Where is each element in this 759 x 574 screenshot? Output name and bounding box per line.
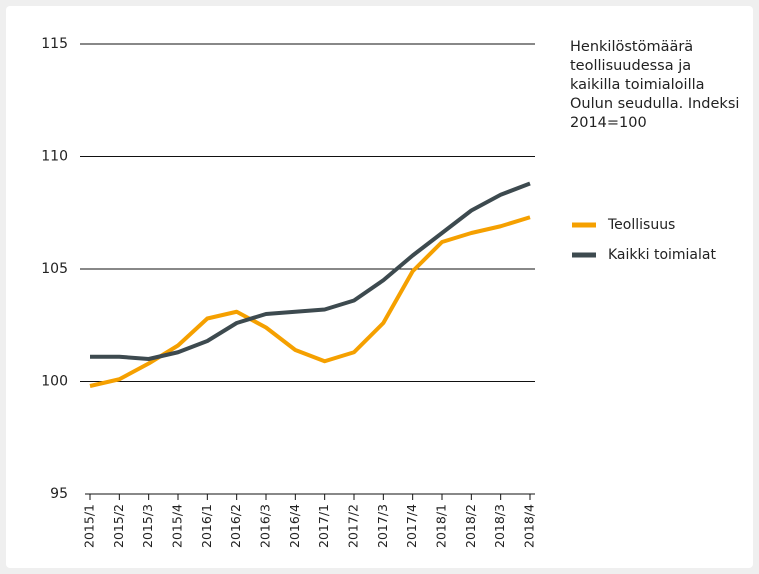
x-tick-label: 2017/3 <box>375 504 390 548</box>
x-tick-label: 2017/4 <box>404 504 419 548</box>
y-tick-label: 110 <box>41 149 68 165</box>
x-tick-label: 2015/2 <box>111 504 126 548</box>
x-tick-label: 2016/4 <box>287 504 302 548</box>
y-tick-label: 105 <box>41 261 68 277</box>
y-tick-label: 115 <box>41 36 68 52</box>
x-tick-label: 2015/3 <box>140 504 155 548</box>
line-series <box>89 215 531 388</box>
panel <box>6 6 753 568</box>
x-tick-label: 2018/1 <box>434 504 449 548</box>
chart-title: Henkilöstömäärä teollisuudessa ja kaikil… <box>570 39 740 131</box>
x-tick-label: 2016/1 <box>199 504 214 548</box>
x-tick-label: 2015/4 <box>170 504 185 548</box>
x-tick-label: 2018/3 <box>492 504 507 548</box>
x-tick-label: 2016/3 <box>258 504 273 548</box>
x-tick-label: 2016/2 <box>228 504 243 548</box>
legend-label: Kaikki toimialat <box>608 247 716 263</box>
x-tick-label: 2017/2 <box>346 504 361 548</box>
line-series <box>90 181 531 361</box>
x-tick-label: 2015/1 <box>82 504 97 548</box>
x-tick-label: 2018/4 <box>522 504 537 548</box>
y-tick-label: 95 <box>50 486 68 502</box>
y-tick-label: 100 <box>41 374 68 390</box>
x-tick-label: 2017/1 <box>316 504 331 548</box>
legend-label: Teollisuus <box>607 217 675 233</box>
x-tick-label: 2018/2 <box>463 504 478 548</box>
